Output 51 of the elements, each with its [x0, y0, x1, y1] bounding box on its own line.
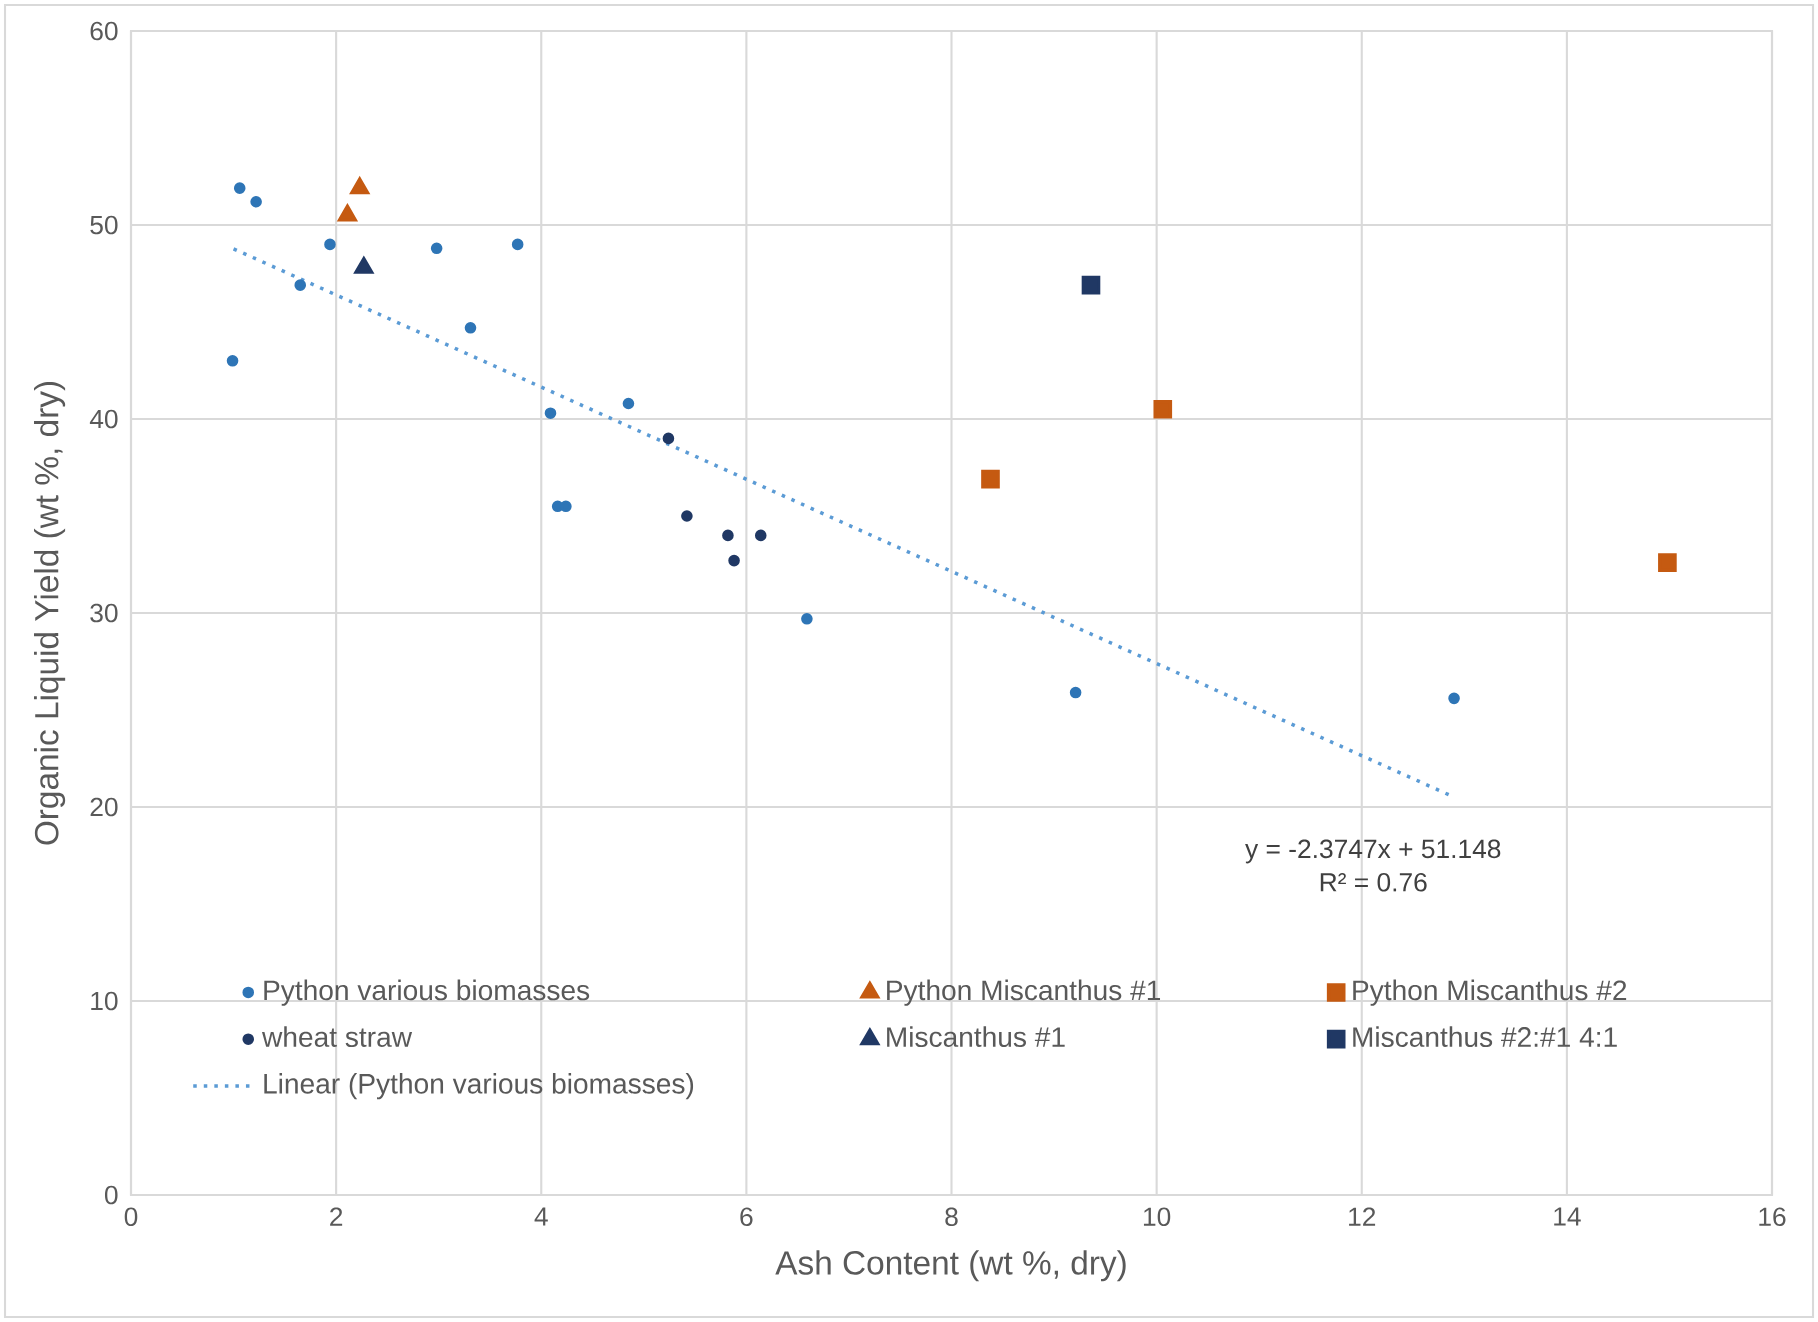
point	[511, 238, 524, 251]
point	[294, 279, 307, 291]
point	[1153, 399, 1173, 419]
y-tick-label: 40	[89, 409, 118, 429]
legend-label: Linear (Python various biomasses)	[264, 1073, 694, 1100]
point	[662, 432, 675, 445]
y-tick-label: 30	[90, 603, 118, 623]
y-axis-title: Organic Liquid Yield (wt %, dry)	[34, 381, 66, 845]
point	[801, 613, 813, 625]
point	[981, 469, 1000, 489]
y-tick-label: 20	[90, 797, 118, 817]
point	[1658, 553, 1677, 572]
annotation: R² = 0.76	[1320, 872, 1427, 892]
point	[430, 242, 443, 255]
point	[350, 177, 370, 195]
y-tick-label: 60	[90, 21, 118, 41]
x-tick-label: 12	[1349, 1207, 1376, 1226]
annotation: y = -2.3747x + 51.148	[1245, 839, 1501, 864]
x-tick-label: 6	[740, 1207, 753, 1227]
x-tick-label: 10	[1143, 1207, 1171, 1227]
legend-label: Python Miscanthus #2	[1353, 979, 1627, 1006]
x-tick-label: 2	[330, 1207, 343, 1226]
point	[324, 238, 336, 251]
point	[1448, 692, 1460, 705]
point	[1081, 275, 1101, 295]
x-axis-title: Ash Content (wt %, dry)	[775, 1250, 1126, 1282]
point	[1069, 686, 1082, 699]
point	[544, 407, 557, 419]
x-tick-label: 4	[534, 1207, 548, 1226]
x-tick-label: 0	[124, 1207, 138, 1227]
legend-label: Python various biomasses	[264, 979, 590, 1006]
point	[233, 182, 246, 194]
point	[681, 510, 693, 522]
point	[622, 397, 635, 410]
y-tick-label: 0	[104, 1185, 118, 1205]
point	[464, 322, 477, 334]
x-tick-label: 16	[1759, 1207, 1786, 1227]
legend-label: wheat straw	[261, 1026, 413, 1048]
point	[722, 529, 734, 542]
legend-label: Miscanthus #1	[887, 1026, 1065, 1048]
y-tick-label: 10	[91, 991, 118, 1011]
point	[754, 529, 767, 542]
point	[226, 355, 239, 367]
legend-label: Miscanthus #2:#1 4:1	[1353, 1026, 1617, 1048]
point	[250, 195, 262, 208]
x-tick-label: 8	[945, 1207, 958, 1227]
x-tick-label: 14	[1554, 1207, 1581, 1226]
legend-label: Python Miscanthus #1	[887, 979, 1161, 1006]
point	[560, 500, 572, 513]
point	[728, 554, 740, 567]
y-tick-label: 50	[90, 215, 118, 235]
